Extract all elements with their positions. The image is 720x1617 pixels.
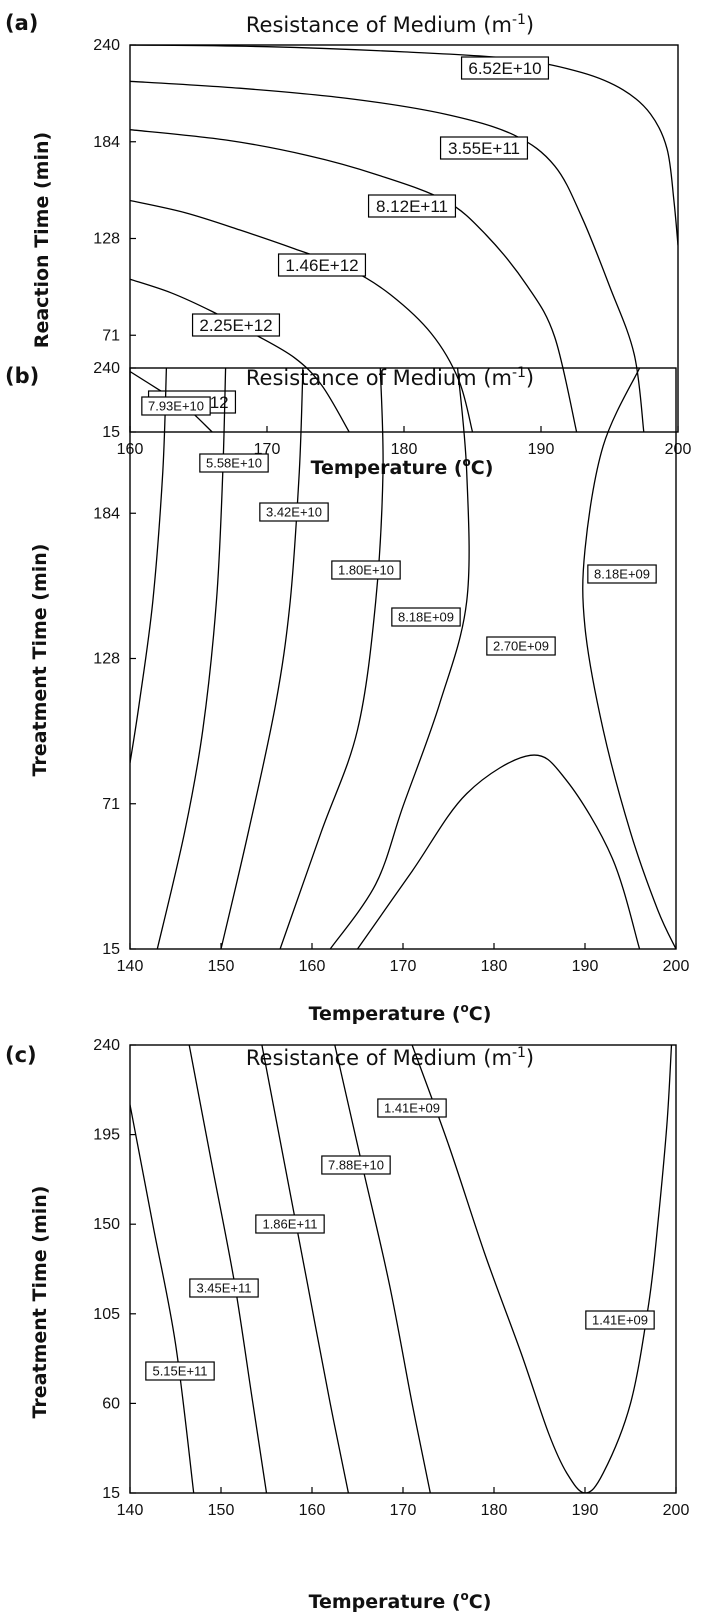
contour-label: 7.88E+10 — [328, 1158, 384, 1173]
y-tick-label: 105 — [93, 1306, 120, 1323]
contour-line — [411, 1045, 673, 1493]
x-tick-label: 200 — [663, 958, 690, 975]
contour-label-box — [391, 607, 461, 627]
y-tick-label: 240 — [93, 360, 120, 377]
contour-label: 2.25E+12 — [199, 316, 272, 335]
contour-label-box — [321, 1155, 391, 1175]
contour-label: 2.70E+09 — [493, 639, 549, 654]
contour-label: 1.86E+11 — [262, 1217, 317, 1232]
panel-c-title: Resistance of Medium (m-1) — [246, 1045, 534, 1070]
contour-label-box — [331, 560, 401, 580]
x-tick-label: 150 — [208, 1502, 235, 1519]
contour-label: 5.15E+11 — [152, 1364, 207, 1379]
panel-b: (b) Resistance of Medium (m-1) Temperatu… — [5, 360, 689, 1025]
y-tick-label: 184 — [93, 505, 120, 522]
contour-label-box — [486, 636, 556, 656]
contour-line — [356, 754, 641, 949]
y-tick-label: 128 — [93, 651, 120, 668]
panel-c-plot-area: 140 150 160 170 180 190 200 15 60 105 150 195 240 5.1… — [93, 1037, 689, 1519]
contour-label-box — [439, 136, 529, 160]
contour-label-box — [367, 194, 457, 218]
x-tick-label: 190 — [572, 1502, 599, 1519]
y-tick-label: 15 — [102, 424, 120, 441]
contour-line — [279, 368, 384, 949]
y-tick-label: 60 — [102, 1395, 120, 1412]
x-tick-label: 190 — [572, 958, 599, 975]
contour-line — [334, 1045, 431, 1493]
panel-c-ylabel: Treatment Time (min) — [29, 1186, 51, 1419]
contour-label-box — [377, 1098, 447, 1118]
contour-label-box — [199, 453, 269, 473]
y-tick-label: 150 — [93, 1216, 120, 1233]
panel-c: (c) Resistance of Medium (m-1) Temperatu… — [5, 1037, 689, 1613]
x-tick-label: 200 — [663, 1502, 690, 1519]
y-tick-label: 195 — [93, 1127, 120, 1144]
y-tick-label: 71 — [102, 327, 120, 344]
contour-label-box — [189, 1278, 259, 1298]
contour-line — [130, 368, 168, 764]
x-tick-label: 180 — [391, 441, 418, 458]
x-tick-label: 180 — [481, 958, 508, 975]
x-tick-label: 170 — [390, 958, 417, 975]
panel-b-xlabel: Temperature (oC) — [309, 1001, 492, 1025]
y-tick-label: 240 — [93, 37, 120, 54]
contour-label: 1.41E+09 — [384, 1101, 440, 1116]
contour-label: 8.18E+09 — [594, 567, 650, 582]
contour-label: 7.93E+10 — [148, 399, 204, 414]
contour-label-box — [585, 1310, 655, 1330]
contour-label-box — [191, 313, 281, 337]
contour-line — [130, 1104, 195, 1493]
panel-b-plot-area: 140 150 160 170 180 190 200 15 71 128 184 240 7.93E+… — [93, 360, 689, 975]
contour-label-box — [255, 1214, 325, 1234]
y-tick-label: 71 — [102, 796, 120, 813]
contour-label-box — [145, 1361, 215, 1381]
panel-c-xlabel: Temperature (oC) — [309, 1589, 492, 1613]
contour-label-box — [460, 56, 550, 80]
x-tick-label: 200 — [665, 441, 692, 458]
x-tick-label: 140 — [117, 958, 144, 975]
contour-line — [130, 45, 678, 246]
panel-a-letter: (a) — [5, 11, 38, 35]
y-tick-label: 240 — [93, 1037, 120, 1054]
panel-b-ylabel: Treatment Time (min) — [29, 544, 51, 777]
x-tick-label: 160 — [299, 1502, 326, 1519]
contour-label: 1.80E+10 — [338, 563, 394, 578]
y-tick-label: 128 — [93, 231, 120, 248]
panel-a-title: Resistance of Medium (m-1) — [246, 12, 534, 37]
contour-label: 3.42E+10 — [266, 505, 322, 520]
panel-c-letter: (c) — [5, 1043, 37, 1067]
panel-a-plot-area: 160 170 180 190 20015711281842406.52E+103.55… — [93, 37, 691, 458]
contour-label: 8.12E+11 — [376, 197, 448, 216]
contour-label: 5.58E+10 — [206, 456, 262, 471]
panel-b-title: Resistance of Medium (m-1) — [246, 365, 534, 390]
contour-label: 3.45E+11 — [196, 1281, 251, 1296]
contour-label: 8.18E+09 — [398, 610, 454, 625]
contour-label: 6.52E+10 — [468, 59, 541, 78]
y-tick-label: 184 — [93, 134, 120, 151]
contour-label: 1.41E+09 — [592, 1313, 648, 1328]
contour-line — [220, 368, 304, 949]
x-tick-label: 170 — [390, 1502, 417, 1519]
x-tick-label: 160 — [299, 958, 326, 975]
panel-a: (a) Resistance of Medium (m-1) Temperatu… — [5, 11, 691, 479]
x-tick-label: 190 — [528, 441, 555, 458]
contour-label: 1.46E+12 — [285, 256, 358, 275]
y-tick-label: 15 — [102, 941, 120, 958]
contour-label-box — [141, 396, 211, 416]
contour-line — [188, 1045, 268, 1493]
contour-line — [582, 368, 676, 949]
x-tick-label: 180 — [481, 1502, 508, 1519]
panel-a-ylabel: Reaction Time (min) — [31, 132, 53, 348]
contour-label-box — [277, 253, 367, 277]
x-tick-label: 150 — [208, 958, 235, 975]
contour-line — [329, 368, 470, 949]
y-tick-label: 15 — [102, 1485, 120, 1502]
panel-b-letter: (b) — [5, 364, 39, 388]
contour-label: 3.55E+11 — [448, 139, 520, 158]
x-tick-label: 140 — [117, 1502, 144, 1519]
contour-label-box — [587, 564, 657, 584]
contour-label-box — [259, 502, 329, 522]
contour-line — [261, 1045, 350, 1493]
